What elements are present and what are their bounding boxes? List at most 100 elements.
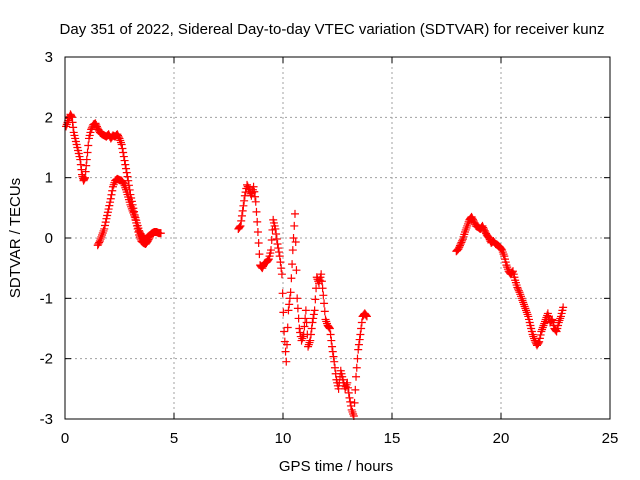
data-point-interp [327,336,336,345]
data-point-interp [523,310,532,319]
data-point-interp [135,232,144,241]
data-point [249,182,258,191]
data-point-interp [555,316,564,325]
data-point [62,122,71,131]
data-point-interp [499,250,508,259]
data-point-interp [62,120,71,129]
data-point-interp [354,340,363,349]
data-point [286,288,295,297]
data-point-interp [520,302,529,311]
data-point-interp [239,201,248,210]
data-point-interp [279,308,288,317]
data-point-interp [463,219,472,228]
data-point [95,237,104,246]
data-point [251,197,260,206]
data-point-interp [508,268,517,277]
data-point-interp [118,144,127,153]
data-point [306,336,315,345]
data-point-interp [352,363,361,372]
data-point-interp [346,397,355,406]
data-point-interp [108,186,117,195]
data-point [461,227,470,236]
data-point-interp [516,290,525,299]
data-point-interp [290,221,299,230]
data-point-interp [285,300,294,309]
data-point-interp [275,248,284,257]
data-point-interp [329,352,338,361]
data-point-interp [130,210,139,219]
data-point-interp [540,319,549,328]
data-point-interp [253,217,262,226]
data-point-interp [272,235,281,244]
data-point [362,312,371,321]
data-point-interp [264,256,273,265]
data-point [356,330,365,339]
data-point-interp [127,202,136,211]
data-point-interp [351,385,360,394]
data-point [310,306,319,315]
data-point-interp [357,324,366,333]
y-tick-label: 0 [45,230,53,247]
data-point-interp [547,316,556,325]
data-point-interp [99,226,108,235]
data-point-interp [462,223,471,232]
x-tick-label: 25 [602,430,619,447]
data-point [304,342,313,351]
y-tick-label: 3 [45,49,53,66]
chart-title: Day 351 of 2022, Sidereal Day-to-day VTE… [60,21,605,38]
data-point-interp [362,311,371,320]
data-point-interp [267,236,276,245]
data-point [104,205,113,214]
data-point-interp [318,284,327,293]
data-point-interp [118,177,127,186]
data-point-interp [255,250,264,259]
data-point [554,318,563,327]
data-point-interp [349,409,358,418]
data-point-interp [237,211,246,220]
data-point [117,140,126,149]
data-point-interp [328,347,337,356]
data-point [82,155,91,164]
data-point-interp [458,236,467,245]
data-point-interp [514,286,523,295]
data-point-interp [304,340,313,349]
data-point-interp [240,196,249,205]
data-point [119,152,128,161]
data-point [122,164,131,173]
data-point [345,393,354,402]
data-point-interp [282,340,291,349]
y-tick-label: -3 [40,411,53,428]
data-point [98,230,107,239]
data-point-interp [344,388,353,397]
data-point-interp [535,334,544,343]
data-point [126,200,135,209]
data-point-interp [251,192,260,201]
data-point [273,240,282,249]
data-point-interp [311,295,320,304]
data-point-interp [285,294,294,303]
x-tick-label: 20 [493,430,510,447]
data-point [517,294,526,303]
data-point [522,306,531,315]
x-tick-label: 5 [170,430,178,447]
data-point-interp [116,138,125,147]
data-point-interp [274,244,283,253]
data-point-interp [122,168,131,177]
data-point-interp [320,299,329,308]
data-point-interp [344,383,353,392]
data-point-interp [518,296,527,305]
data-point-interp [543,311,552,320]
data-point-interp [296,328,305,337]
data-markers [62,110,568,420]
data-point [282,357,291,366]
data-point [354,345,363,354]
y-axis-label: SDTVAR / TECUs [7,178,24,298]
data-point-interp [121,160,130,169]
data-point-interp [322,317,331,326]
data-point-interp [98,228,107,237]
data-point-interp [300,322,309,331]
data-point-interp [145,234,154,243]
data-point-interp [106,198,115,207]
data-point-interp [278,289,287,298]
x-tick-label: 10 [275,430,292,447]
